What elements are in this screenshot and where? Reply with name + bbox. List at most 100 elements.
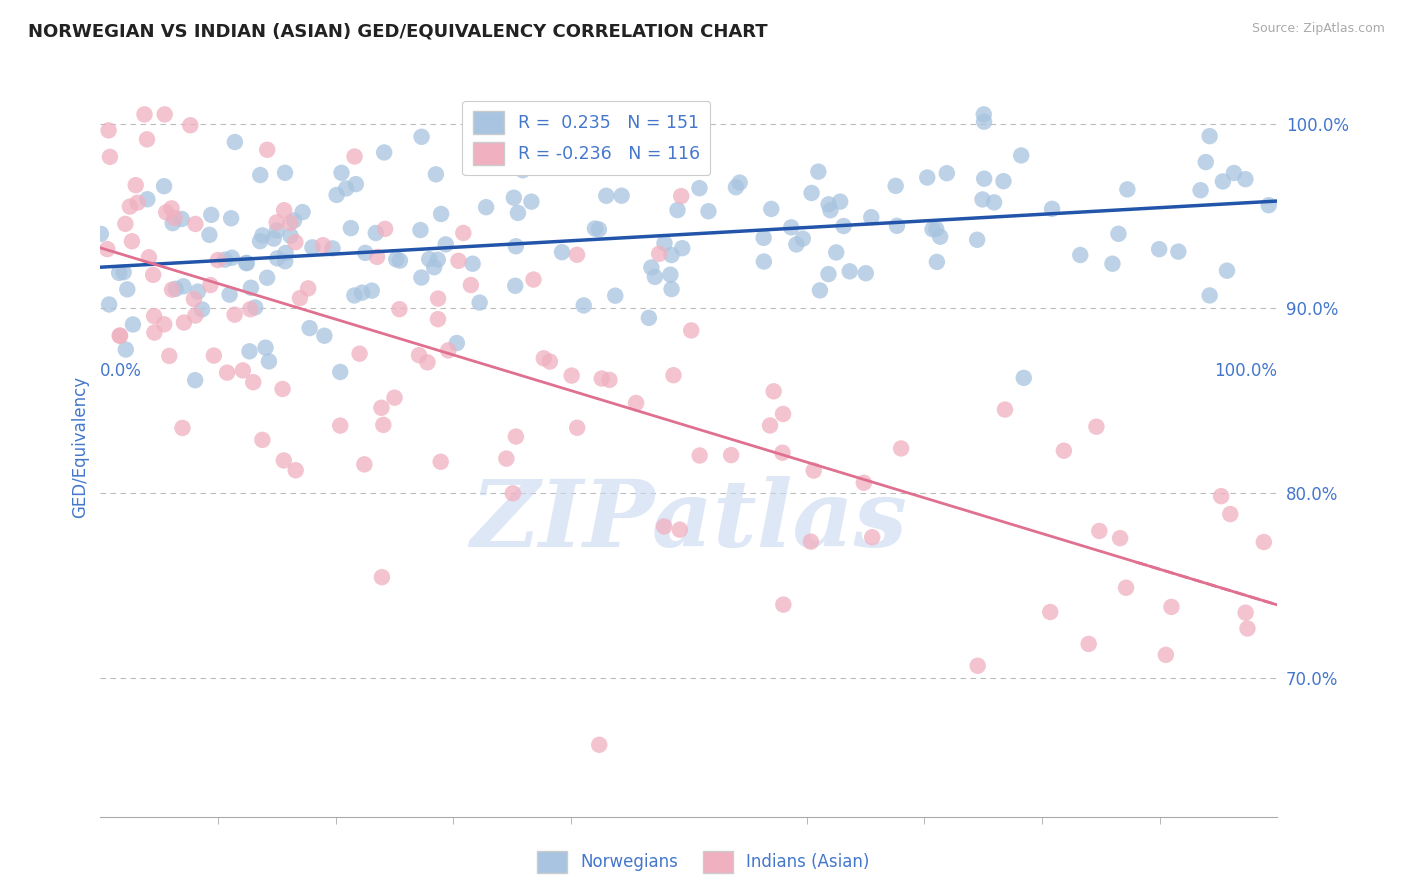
- Point: [172, 421, 194, 435]
- Point: [118, 200, 141, 214]
- Point: [385, 252, 408, 267]
- Point: [973, 114, 995, 128]
- Point: [567, 421, 589, 435]
- Point: [800, 186, 823, 200]
- Point: [654, 236, 676, 251]
- Point: [1085, 419, 1108, 434]
- Point: [187, 285, 209, 299]
- Point: [785, 237, 807, 252]
- Point: [266, 215, 288, 229]
- Point: [98, 297, 121, 311]
- Point: [179, 118, 201, 132]
- Point: [374, 222, 396, 236]
- Point: [165, 282, 187, 296]
- Point: [565, 248, 588, 262]
- Point: [411, 270, 433, 285]
- Point: [921, 222, 943, 236]
- Point: [1211, 489, 1233, 503]
- Legend: R =  0.235   N = 151, R = -0.236   N = 116: R = 0.235 N = 151, R = -0.236 N = 116: [463, 101, 710, 175]
- Point: [1253, 535, 1275, 549]
- Point: [219, 211, 242, 226]
- Point: [314, 328, 336, 343]
- Point: [371, 570, 394, 584]
- Point: [98, 150, 121, 164]
- Point: [136, 132, 159, 146]
- Point: [447, 253, 470, 268]
- Point: [408, 348, 430, 362]
- Point: [1167, 244, 1189, 259]
- Point: [681, 323, 703, 337]
- Point: [1147, 242, 1170, 256]
- Point: [588, 222, 610, 236]
- Point: [218, 287, 240, 301]
- Point: [160, 202, 183, 216]
- Point: [271, 382, 294, 396]
- Point: [671, 241, 693, 255]
- Point: [273, 203, 295, 218]
- Point: [221, 251, 243, 265]
- Point: [418, 252, 440, 266]
- Point: [266, 223, 288, 237]
- Point: [1189, 183, 1212, 197]
- Point: [520, 194, 543, 209]
- Point: [669, 189, 692, 203]
- Point: [200, 208, 222, 222]
- Point: [284, 463, 307, 477]
- Point: [468, 295, 491, 310]
- Point: [522, 272, 544, 286]
- Point: [273, 453, 295, 467]
- Point: [538, 354, 561, 368]
- Point: [298, 321, 321, 335]
- Point: [884, 178, 907, 193]
- Point: [173, 316, 195, 330]
- Point: [807, 164, 830, 178]
- Point: [143, 326, 166, 340]
- Point: [243, 301, 266, 315]
- Point: [238, 344, 260, 359]
- Point: [605, 288, 627, 302]
- Point: [426, 252, 449, 267]
- Point: [217, 366, 239, 380]
- Point: [122, 318, 145, 332]
- Point: [184, 309, 207, 323]
- Point: [808, 284, 831, 298]
- Point: [97, 123, 120, 137]
- Point: [503, 278, 526, 293]
- Point: [1115, 581, 1137, 595]
- Point: [274, 254, 297, 268]
- Point: [502, 486, 524, 500]
- Point: [136, 192, 159, 206]
- Point: [752, 254, 775, 268]
- Point: [352, 285, 374, 300]
- Point: [184, 217, 207, 231]
- Point: [1116, 182, 1139, 196]
- Point: [134, 107, 156, 121]
- Point: [1012, 371, 1035, 385]
- Point: [191, 302, 214, 317]
- Point: [155, 205, 177, 219]
- Point: [860, 210, 883, 224]
- Point: [425, 167, 447, 181]
- Point: [772, 598, 794, 612]
- Point: [761, 202, 783, 216]
- Point: [344, 177, 367, 191]
- Point: [662, 368, 685, 383]
- Point: [1219, 507, 1241, 521]
- Point: [256, 270, 278, 285]
- Point: [1154, 648, 1177, 662]
- Point: [127, 195, 149, 210]
- Point: [495, 451, 517, 466]
- Point: [855, 266, 877, 280]
- Point: [512, 163, 534, 178]
- Point: [170, 211, 193, 226]
- Point: [688, 181, 710, 195]
- Point: [661, 248, 683, 262]
- Point: [830, 194, 852, 209]
- Point: [235, 256, 257, 270]
- Point: [1198, 129, 1220, 144]
- Point: [239, 281, 262, 295]
- Point: [143, 309, 166, 323]
- Point: [640, 260, 662, 275]
- Point: [283, 213, 305, 227]
- Point: [330, 166, 353, 180]
